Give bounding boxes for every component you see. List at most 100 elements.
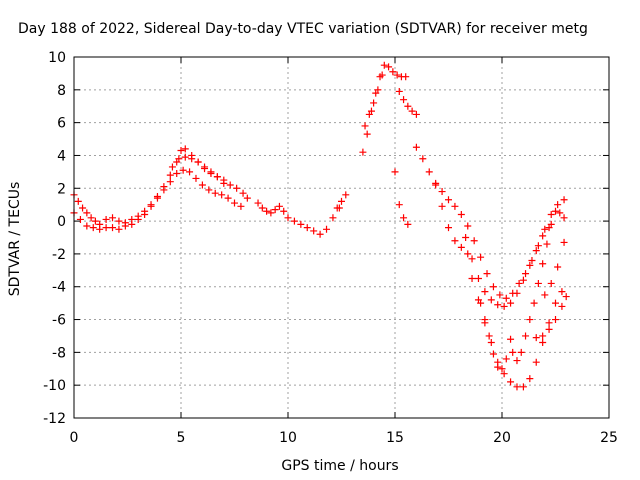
data-point bbox=[554, 263, 562, 271]
data-point bbox=[76, 215, 84, 223]
data-point bbox=[166, 178, 174, 186]
x-tick-label: 25 bbox=[600, 430, 618, 446]
data-point bbox=[464, 250, 472, 258]
data-point bbox=[378, 71, 386, 79]
data-point bbox=[177, 147, 185, 155]
data-point bbox=[102, 224, 110, 232]
data-point bbox=[412, 143, 420, 151]
y-tick-label: 8 bbox=[57, 83, 66, 99]
data-point bbox=[342, 191, 350, 199]
data-point bbox=[290, 217, 298, 225]
data-point bbox=[457, 211, 465, 219]
data-point bbox=[166, 171, 174, 179]
data-point bbox=[271, 206, 279, 214]
data-point bbox=[507, 299, 515, 307]
data-point bbox=[483, 270, 491, 278]
data-point bbox=[541, 291, 549, 299]
data-point bbox=[297, 220, 305, 228]
data-point bbox=[481, 316, 489, 324]
data-point bbox=[494, 301, 502, 309]
data-point bbox=[556, 209, 564, 217]
data-point bbox=[532, 334, 540, 342]
data-point bbox=[121, 222, 129, 230]
data-point bbox=[477, 253, 485, 261]
data-point bbox=[445, 224, 452, 232]
data-point bbox=[207, 168, 215, 176]
data-point bbox=[481, 288, 489, 296]
data-point bbox=[220, 179, 228, 187]
data-point bbox=[173, 170, 181, 178]
data-point bbox=[489, 350, 497, 358]
data-point bbox=[558, 288, 566, 296]
data-point bbox=[275, 202, 283, 210]
data-point bbox=[547, 211, 555, 219]
data-point bbox=[534, 242, 542, 250]
x-tick-label: 5 bbox=[177, 430, 186, 446]
data-point bbox=[485, 332, 493, 340]
data-point bbox=[494, 363, 502, 371]
y-tick-label: -2 bbox=[52, 247, 66, 263]
y-tick-label: -12 bbox=[43, 411, 66, 427]
data-point bbox=[543, 240, 551, 248]
data-point bbox=[451, 237, 459, 245]
data-point bbox=[539, 232, 547, 240]
data-point bbox=[468, 255, 476, 263]
data-point bbox=[89, 224, 97, 232]
plot-frame bbox=[73, 56, 610, 419]
data-point bbox=[496, 291, 504, 299]
data-point bbox=[284, 214, 292, 222]
data-point bbox=[79, 204, 87, 212]
data-point bbox=[541, 225, 549, 233]
data-point bbox=[83, 222, 91, 230]
data-point bbox=[554, 201, 562, 209]
data-point bbox=[515, 279, 523, 287]
data-point bbox=[365, 110, 373, 118]
data-point bbox=[141, 211, 149, 219]
data-point bbox=[153, 194, 161, 202]
data-point bbox=[395, 201, 403, 209]
data-point bbox=[363, 130, 371, 138]
data-point bbox=[530, 299, 538, 307]
data-point bbox=[539, 260, 547, 268]
data-point bbox=[186, 168, 194, 176]
data-point bbox=[468, 275, 476, 283]
data-point bbox=[547, 220, 555, 228]
data-point bbox=[179, 166, 187, 174]
data-point bbox=[528, 256, 536, 264]
data-point bbox=[115, 225, 123, 233]
y-tick-label: -8 bbox=[52, 345, 66, 361]
data-point bbox=[513, 357, 521, 365]
data-point bbox=[391, 168, 399, 176]
data-point bbox=[532, 247, 540, 255]
data-point bbox=[451, 202, 459, 210]
data-point bbox=[539, 332, 547, 340]
data-point bbox=[502, 294, 510, 302]
data-point bbox=[545, 319, 553, 327]
data-point bbox=[509, 348, 517, 356]
data-point bbox=[205, 186, 213, 194]
data-point bbox=[192, 174, 200, 182]
y-tick-label: -6 bbox=[52, 313, 66, 329]
data-point bbox=[513, 383, 521, 391]
data-point bbox=[404, 220, 412, 228]
data-point bbox=[338, 197, 345, 205]
data-point bbox=[474, 275, 482, 283]
data-point bbox=[470, 237, 478, 245]
data-point bbox=[560, 238, 568, 246]
data-point bbox=[361, 122, 369, 130]
data-point bbox=[502, 355, 510, 363]
data-point bbox=[323, 225, 331, 233]
data-point bbox=[91, 217, 99, 225]
data-point bbox=[181, 153, 189, 161]
data-point bbox=[507, 378, 515, 386]
data-point bbox=[258, 204, 266, 212]
y-tick-label: 0 bbox=[57, 214, 66, 230]
grid-layer bbox=[74, 57, 609, 418]
data-point bbox=[218, 191, 226, 199]
data-point bbox=[526, 261, 534, 269]
points-layer bbox=[70, 61, 570, 391]
x-axis-label: GPS time / hours bbox=[281, 458, 398, 474]
data-point bbox=[545, 325, 553, 333]
y-tick-label: 6 bbox=[57, 116, 66, 132]
